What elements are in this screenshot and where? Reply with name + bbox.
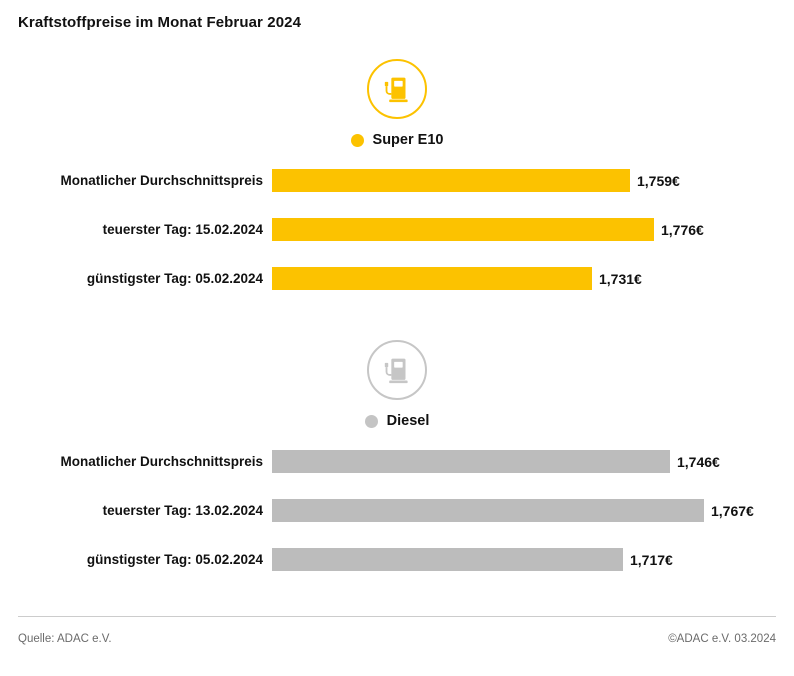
bar [272,450,670,473]
bar-value: 1,717€ [630,551,673,568]
bar-label: teuerster Tag: 13.02.2024 [102,503,263,518]
fuel-pump-icon-circle [367,59,427,119]
bar [272,218,654,241]
legend: Diesel [364,413,430,429]
bar [272,499,704,522]
bar-row: günstigster Tag: 05.02.2024 1,731€ [18,267,776,290]
bar-rows: Monatlicher Durchschnittspreis 1,746€ te… [18,450,776,571]
bar-row: Monatlicher Durchschnittspreis 1,759€ [18,169,776,192]
bar [272,169,630,192]
group-diesel: Diesel Monatlicher Durchschnittspreis 1,… [18,340,776,571]
footer-row: Quelle: ADAC e.V. ©ADAC e.V. 03.2024 [18,633,776,645]
bar-row: günstigster Tag: 05.02.2024 1,717€ [18,548,776,571]
bar-label: günstigster Tag: 05.02.2024 [86,271,263,286]
fuel-pump-icon [384,77,408,103]
legend: Super E10 [350,132,444,148]
footer-divider [18,616,776,617]
legend-label: Diesel [386,413,430,429]
bar-label: günstigster Tag: 05.02.2024 [86,552,263,567]
bar-row: Monatlicher Durchschnittspreis 1,746€ [18,450,776,473]
bar-label: Monatlicher Durchschnittspreis [60,173,263,188]
group-super-e10: Super E10 Monatlicher Durchschnittspreis… [18,59,776,290]
bar-value: 1,759€ [637,172,680,189]
source-text: Quelle: ADAC e.V. [18,633,112,645]
group-header: Diesel [18,340,776,429]
copyright-text: ©ADAC e.V. 03.2024 [668,633,776,645]
page-title: Kraftstoffpreise im Monat Februar 2024 [18,14,302,31]
bar [272,548,623,571]
fuel-pump-icon-circle [367,340,427,400]
bar-value: 1,731€ [599,270,642,287]
bar-value: 1,767€ [711,502,754,519]
bar-label: Monatlicher Durchschnittspreis [60,454,263,469]
bar-rows: Monatlicher Durchschnittspreis 1,759€ te… [18,169,776,290]
legend-dot [350,133,364,147]
group-header: Super E10 [18,59,776,148]
bar-value: 1,776€ [661,221,704,238]
legend-dot [364,414,378,428]
bar-row: teuerster Tag: 15.02.2024 1,776€ [18,218,776,241]
fuel-pump-icon [384,358,408,384]
bar-label: teuerster Tag: 15.02.2024 [102,222,263,237]
legend-label: Super E10 [372,132,444,148]
bar-row: teuerster Tag: 13.02.2024 1,767€ [18,499,776,522]
footer: Quelle: ADAC e.V. ©ADAC e.V. 03.2024 [18,616,776,645]
bar-value: 1,746€ [677,453,720,470]
bar [272,267,592,290]
